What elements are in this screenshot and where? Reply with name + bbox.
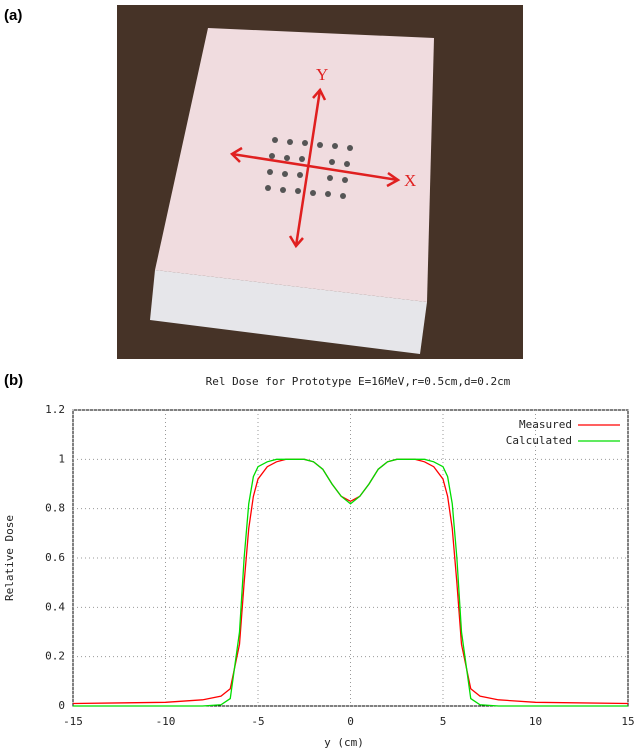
legend-label: Measured (519, 418, 572, 431)
chart-title: Rel Dose for Prototype E=16MeV,r=0.5cm,d… (206, 375, 511, 388)
arrow-label: X (404, 171, 416, 190)
x-tick-label: 10 (529, 715, 542, 728)
data-line (72, 458, 629, 705)
x-tick-label: -10 (156, 715, 176, 728)
data-line (73, 458, 628, 707)
y-tick-label: 0.8 (45, 502, 65, 515)
arrow-label: Y (316, 65, 328, 84)
x-tick-label: 15 (621, 715, 634, 728)
x-tick-label: 0 (347, 715, 354, 728)
y-tick-label: 1 (58, 452, 65, 465)
y-tick-label: 0.6 (45, 551, 65, 564)
y-tick-label: 0 (58, 699, 65, 712)
panel-label: (a) (4, 7, 22, 24)
y-tick-label: 1.2 (45, 403, 65, 416)
x-tick-label: 5 (440, 715, 447, 728)
y-tick-label: 0.4 (45, 600, 65, 613)
photo (117, 5, 523, 359)
legend-label: Calculated (506, 434, 572, 447)
panel-label: (b) (4, 372, 23, 389)
x-axis-label: y (cm) (324, 736, 364, 749)
x-tick-label: -15 (63, 715, 83, 728)
y-axis-label: Relative Dose (3, 515, 16, 601)
y-tick-label: 0.2 (45, 650, 65, 663)
x-tick-label: -5 (251, 715, 264, 728)
